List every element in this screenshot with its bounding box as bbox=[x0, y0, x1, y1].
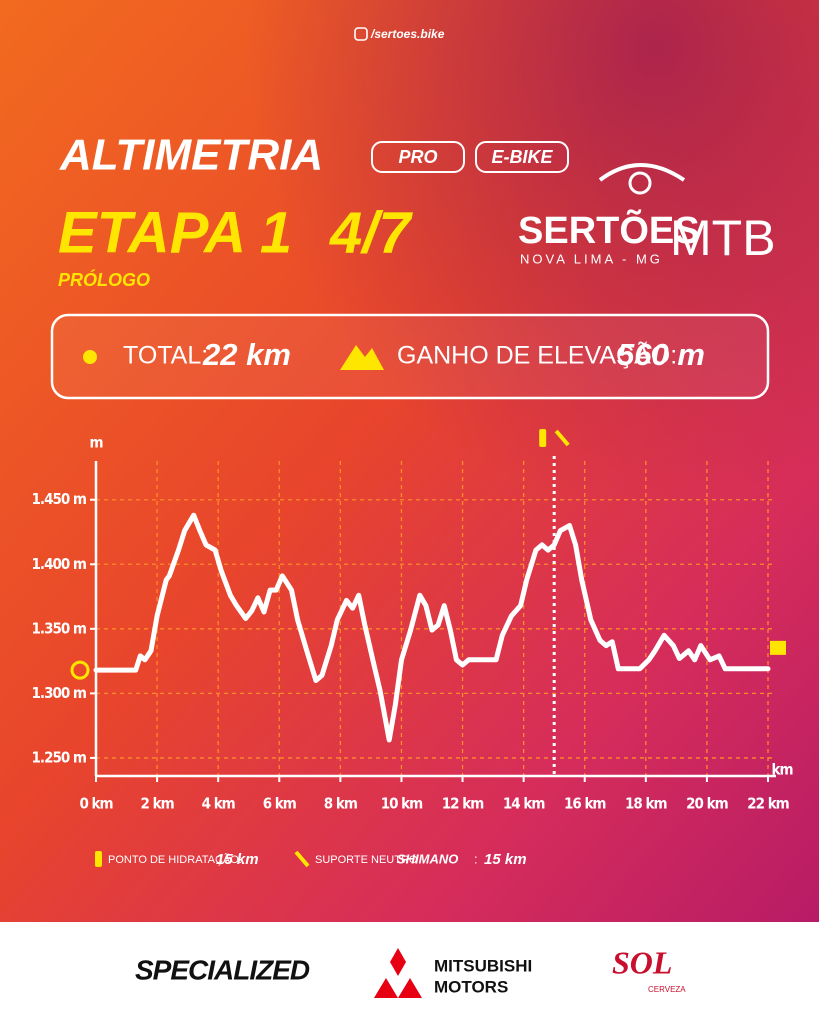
x-tick-label: 8 km bbox=[324, 795, 357, 813]
gain-value: 560 m bbox=[617, 337, 705, 372]
x-axis-label: km bbox=[771, 761, 792, 779]
footer bbox=[0, 922, 819, 1024]
stage: ETAPA 1 bbox=[58, 200, 292, 265]
x-tick-label: 14 km bbox=[503, 795, 545, 813]
gain-label: GANHO DE ELEVAÇÃO: bbox=[397, 341, 677, 370]
logo-arc bbox=[598, 163, 686, 182]
x-tick-label: 18 km bbox=[625, 795, 667, 813]
support-sep: : bbox=[474, 851, 478, 866]
x-tick-label: 16 km bbox=[564, 795, 606, 813]
background-glow bbox=[0, 0, 819, 922]
bottle-icon bbox=[95, 851, 102, 867]
support-label: SUPORTE NEUTRO bbox=[315, 854, 418, 866]
mountain-icon bbox=[340, 345, 384, 370]
logo-name: SERTÕES bbox=[518, 208, 700, 252]
x-tick-label: 0 km bbox=[79, 795, 112, 813]
logo: SERTÕES MTB NOVA LIMA - MG bbox=[518, 163, 776, 266]
tag-box bbox=[475, 141, 569, 173]
y-axis-label: m bbox=[89, 434, 102, 452]
x-tick-label: 4 km bbox=[202, 795, 235, 813]
y-tick-label: 1.450 m bbox=[32, 490, 86, 508]
tag: E-BIKE bbox=[491, 147, 553, 167]
wrench-icon bbox=[294, 850, 310, 868]
x-tick-label: 2 km bbox=[141, 795, 174, 813]
x-tick-label: 22 km bbox=[747, 795, 789, 813]
total-value: 22 km bbox=[202, 337, 291, 372]
chart: 1.250 m 1.300 m 1.350 m 1.400 m 1.450 m 0 km 2… bbox=[32, 429, 794, 813]
y-tick-label: 1.400 m bbox=[32, 555, 86, 573]
sponsor-motors: MOTORS bbox=[434, 977, 508, 996]
logo-gear bbox=[628, 171, 652, 195]
title: ALTIMETRIA bbox=[59, 131, 323, 180]
sponsor-sol: SOL bbox=[612, 944, 672, 980]
instagram: /sertoes.bike bbox=[370, 27, 445, 41]
hydration-value: 15 km bbox=[216, 851, 259, 868]
x-tick-label: 6 km bbox=[263, 795, 296, 813]
logo-suffix: MTB bbox=[670, 210, 776, 266]
logo-place: NOVA LIMA - MG bbox=[520, 251, 663, 266]
stats-box bbox=[50, 313, 770, 400]
sponsor-specialized: SPECIALIZED bbox=[135, 954, 310, 985]
tag: PRO bbox=[398, 147, 437, 167]
sponsor-mitsubishi: MITSUBISHI bbox=[434, 956, 532, 975]
elevation-line bbox=[93, 512, 771, 743]
subtitle: PRÓLOGO bbox=[58, 269, 150, 290]
support-value: 15 km bbox=[484, 851, 527, 868]
x-tick-label: 12 km bbox=[442, 795, 484, 813]
stage-count: 4/7 bbox=[329, 200, 413, 265]
instagram-icon bbox=[354, 27, 368, 41]
y-tick-label: 1.300 m bbox=[32, 684, 86, 702]
sponsor-sol-sub: CERVEZA bbox=[648, 985, 686, 994]
bottle-icon bbox=[539, 429, 547, 447]
wrench-icon bbox=[554, 429, 570, 447]
finish-flag bbox=[770, 640, 786, 655]
mitsubishi-logo bbox=[374, 948, 422, 998]
route-icon bbox=[83, 350, 97, 364]
y-tick-label: 1.350 m bbox=[32, 619, 86, 637]
x-tick-label: 20 km bbox=[686, 795, 728, 813]
x-tick-label: 10 km bbox=[381, 795, 423, 813]
cyclist-icon bbox=[70, 660, 90, 680]
total-label: TOTAL: bbox=[123, 342, 208, 370]
tag-box bbox=[371, 141, 465, 173]
support-brand: SHIMANO bbox=[397, 851, 458, 866]
y-tick-label: 1.250 m bbox=[32, 748, 86, 766]
hydration-label: PONTO DE HIDRATAÇÃO: bbox=[108, 853, 242, 866]
